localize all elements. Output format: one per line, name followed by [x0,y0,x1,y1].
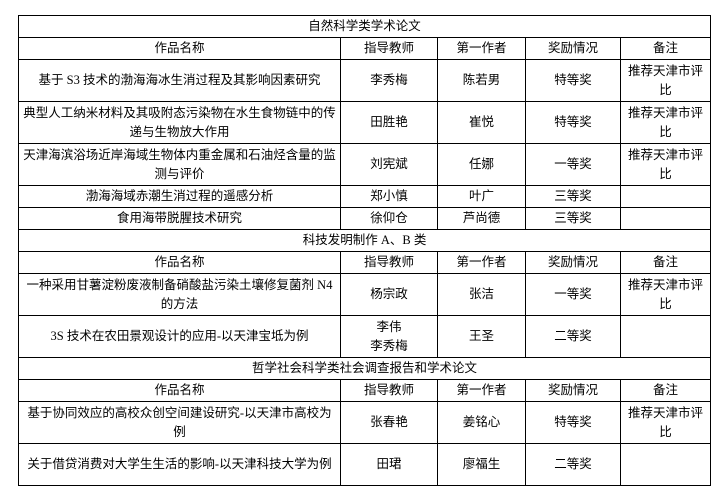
section-header-row: 哲学社会科学类社会调查报告和学术论文 [17,357,712,380]
award-cell: 二等奖 [525,315,621,358]
column-header-award: 奖励情况 [525,379,621,402]
section-title: 哲学社会科学类社会调查报告和学术论文 [17,357,712,380]
award-cell: 三等奖 [525,207,621,230]
column-header-advisor: 指导教师 [340,379,438,402]
note-cell: 推荐天津市评比 [619,101,712,144]
column-header-note: 备注 [619,37,712,60]
advisor-cell: 杨宗政 [340,273,438,316]
award-cell: 三等奖 [525,185,621,208]
table-row: 3S 技术在农田景观设计的应用-以天津宝坻为例 李伟 李秀梅 王圣 二等奖 [18,315,712,358]
work-title-cell: 食用海带脱腥技术研究 [18,207,341,230]
note-cell: 推荐天津市评比 [619,143,712,186]
table-row: 典型人工纳米材料及其吸附态污染物在水生食物链中的传递与生物放大作用 田胜艳 崔悦… [18,101,712,144]
first-author-cell: 崔悦 [437,101,526,144]
column-header-advisor: 指导教师 [340,37,438,60]
column-header-award: 奖励情况 [525,251,621,274]
table-row: 基于 S3 技术的渤海海冰生消过程及其影响因素研究 李秀梅 陈若男 特等奖 推荐… [18,59,712,102]
advisor-cell: 田珺 [340,443,438,486]
award-cell: 特等奖 [525,101,621,144]
advisor-cell: 郑小慎 [340,185,438,208]
note-cell [619,315,712,358]
award-cell: 二等奖 [525,443,621,486]
note-cell [619,185,712,208]
awards-table: 自然科学类学术论文 作品名称 指导教师 第一作者 奖励情况 备注 基于 S3 技… [17,15,712,486]
note-cell: 推荐天津市评比 [619,59,712,102]
section-title: 科技发明制作 A、B 类 [17,229,712,252]
table-row: 天津海滨浴场近岸海域生物体内重金属和石油烃含量的监测与评价 刘宪斌 任娜 一等奖… [18,143,712,186]
table-row: 食用海带脱腥技术研究 徐仰仓 芦尚德 三等奖 [18,207,712,230]
column-header-author: 第一作者 [437,379,526,402]
advisor-cell: 李伟 李秀梅 [340,315,438,358]
section-header-row: 科技发明制作 A、B 类 [17,229,712,252]
award-cell: 一等奖 [525,143,621,186]
note-cell: 推荐天津市评比 [619,273,712,316]
first-author-cell: 叶广 [437,185,526,208]
note-cell [619,207,712,230]
advisor-cell: 李秀梅 [340,59,438,102]
work-title-cell: 一种采用甘薯淀粉废液制备硝酸盐污染土壤修复菌剂 N4 的方法 [18,273,341,316]
column-header-row: 作品名称 指导教师 第一作者 奖励情况 备注 [18,37,712,60]
work-title-cell: 渤海海域赤潮生消过程的遥感分析 [18,185,341,208]
table-row: 一种采用甘薯淀粉废液制备硝酸盐污染土壤修复菌剂 N4 的方法 杨宗政 张洁 一等… [18,273,712,316]
award-cell: 一等奖 [525,273,621,316]
award-cell: 特等奖 [525,401,621,444]
award-cell: 特等奖 [525,59,621,102]
column-header-note: 备注 [619,251,712,274]
first-author-cell: 王圣 [437,315,526,358]
column-header-advisor: 指导教师 [340,251,438,274]
column-header-row: 作品名称 指导教师 第一作者 奖励情况 备注 [18,379,712,402]
column-header-author: 第一作者 [437,37,526,60]
column-header-note: 备注 [619,379,712,402]
first-author-cell: 姜铭心 [437,401,526,444]
column-header-work: 作品名称 [18,251,341,274]
table-row: 渤海海域赤潮生消过程的遥感分析 郑小慎 叶广 三等奖 [18,185,712,208]
table-row: 关于借贷消费对大学生生活的影响-以天津科技大学为例 田珺 廖福生 二等奖 [18,443,712,486]
advisor-cell: 张春艳 [340,401,438,444]
column-header-award: 奖励情况 [525,37,621,60]
column-header-author: 第一作者 [437,251,526,274]
work-title-cell: 基于协同效应的高校众创空间建设研究-以天津市高校为例 [18,401,341,444]
work-title-cell: 典型人工纳米材料及其吸附态污染物在水生食物链中的传递与生物放大作用 [18,101,341,144]
first-author-cell: 廖福生 [437,443,526,486]
table-row: 基于协同效应的高校众创空间建设研究-以天津市高校为例 张春艳 姜铭心 特等奖 推… [18,401,712,444]
first-author-cell: 芦尚德 [437,207,526,230]
first-author-cell: 陈若男 [437,59,526,102]
note-cell: 推荐天津市评比 [619,401,712,444]
first-author-cell: 张洁 [437,273,526,316]
first-author-cell: 任娜 [437,143,526,186]
work-title-cell: 基于 S3 技术的渤海海冰生消过程及其影响因素研究 [18,59,341,102]
note-cell [619,443,712,486]
column-header-row: 作品名称 指导教师 第一作者 奖励情况 备注 [18,251,712,274]
column-header-work: 作品名称 [18,37,341,60]
advisor-cell: 刘宪斌 [340,143,438,186]
advisor-cell: 徐仰仓 [340,207,438,230]
section-title: 自然科学类学术论文 [17,15,712,38]
section-header-row: 自然科学类学术论文 [17,15,712,38]
advisor-cell: 田胜艳 [340,101,438,144]
work-title-cell: 天津海滨浴场近岸海域生物体内重金属和石油烃含量的监测与评价 [18,143,341,186]
column-header-work: 作品名称 [18,379,341,402]
work-title-cell: 关于借贷消费对大学生生活的影响-以天津科技大学为例 [18,443,341,486]
work-title-cell: 3S 技术在农田景观设计的应用-以天津宝坻为例 [18,315,341,358]
